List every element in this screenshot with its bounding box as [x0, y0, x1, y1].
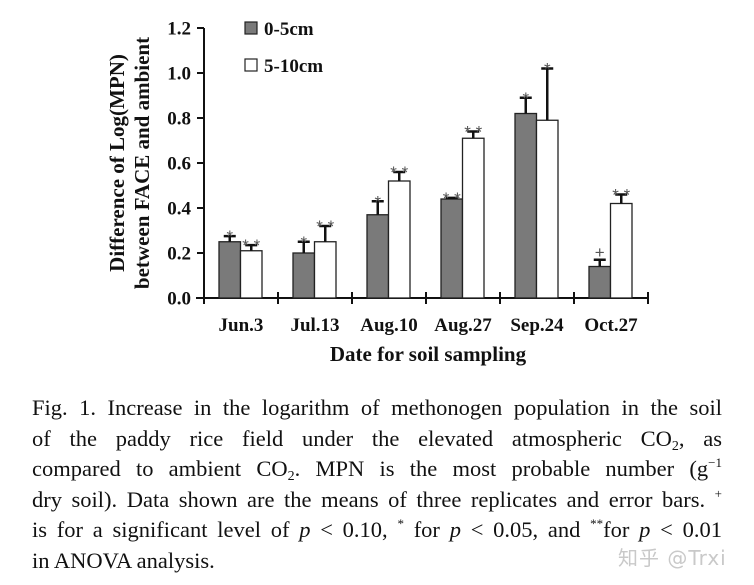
significance-label: *	[522, 89, 529, 108]
caption-text: < 0.05, and	[460, 517, 591, 542]
significance-label: * *	[612, 186, 630, 205]
caption-text: dry soil). Data shown are the means of t…	[32, 486, 706, 512]
caption-text: < 0.01	[650, 517, 722, 542]
bar-5-10cm-Jul.13	[313, 241, 337, 299]
subscript: 2	[287, 469, 295, 484]
bar-0-5cm-Jun.3	[218, 241, 242, 299]
legend-label-5-10cm: 5-10cm	[264, 56, 323, 77]
y-tick-label: 0.0	[167, 289, 191, 310]
caption-text: for	[403, 517, 450, 542]
y-tick-label: 1.0	[167, 64, 191, 85]
italic-p: p	[299, 517, 311, 542]
y-axis-title-line-2: between FACE and ambient	[130, 37, 154, 289]
caption-text: for	[603, 517, 640, 542]
bar-0-5cm-Oct.27	[588, 265, 612, 299]
watermark: 知乎 @Trxi	[618, 546, 727, 570]
bar-chart: Difference of Log(MPN) between FACE and …	[105, 19, 649, 366]
x-axis-title: Date for soil sampling	[330, 342, 527, 366]
significance-label: * *	[242, 236, 260, 255]
y-axis-title-line-1: Difference of Log(MPN)	[105, 54, 129, 272]
superscript: +	[714, 485, 722, 501]
caption-line-5: is for a significant level of p < 0.10, …	[32, 515, 722, 546]
y-tick-label: 0.2	[167, 244, 191, 265]
significance-label: *	[544, 60, 551, 79]
caption-text: < 0.10,	[310, 517, 388, 542]
superscript: *	[397, 516, 404, 531]
significance-label: *	[374, 192, 381, 211]
caption-line-4: dry soil). Data shown are the means of t…	[32, 485, 722, 516]
bar-0-5cm-Aug.27	[440, 198, 464, 299]
y-tick-label: 0.4	[167, 199, 191, 220]
x-tick-label: Jul.13	[290, 315, 339, 336]
bar-0-5cm-Aug.10	[366, 214, 390, 299]
italic-p: p	[449, 517, 461, 542]
caption-text: . MPN is the most probable number (g	[294, 456, 709, 481]
x-tick-label: Aug.27	[434, 315, 492, 336]
significance-label: +	[595, 243, 605, 262]
caption-line-6: in ANOVA analysis.	[32, 546, 722, 577]
superscript: **	[590, 516, 604, 531]
y-tick-label: 0.8	[167, 109, 191, 130]
caption-text: compared to ambient CO	[32, 456, 288, 481]
bar-5-10cm-Oct.27	[609, 202, 633, 299]
legend: 0-5cm 5-10cm	[244, 19, 323, 77]
caption-text: of the paddy rice field under the elevat…	[32, 425, 672, 451]
significance-label: * *	[443, 189, 461, 208]
significance-label: * *	[390, 163, 408, 182]
bar-5-10cm-Jun.3	[239, 250, 263, 299]
superscript: −1	[708, 455, 722, 470]
caption-text: in ANOVA analysis.	[32, 547, 215, 573]
bar-5-10cm-Sep.24	[535, 119, 559, 299]
bar-0-5cm-Sep.24	[514, 112, 538, 299]
figure-caption: Fig. 1. Increase in the logarithm of met…	[32, 393, 722, 576]
significance-label: *	[226, 227, 233, 246]
x-tick-label: Oct.27	[584, 315, 638, 336]
bar-5-10cm-Aug.27	[461, 137, 485, 299]
bars: * * * * * * * * * * * * * * * + * *	[218, 60, 633, 299]
x-tick-labels: Jun.3 Jul.13 Aug.10 Aug.27 Sep.24 Oct.27	[219, 315, 639, 336]
caption-text: is for a significant level of	[32, 517, 290, 542]
bar-0-5cm-Jul.13	[292, 252, 316, 299]
y-axis-title: Difference of Log(MPN) between FACE and …	[105, 37, 154, 289]
y-tick-label: 1.2	[167, 19, 191, 40]
legend-swatch-5-10cm	[244, 58, 258, 72]
x-tick-label: Aug.10	[360, 315, 418, 336]
significance-label: *	[300, 233, 307, 252]
caption-line-2: of the paddy rice field under the elevat…	[32, 424, 722, 455]
y-ticks: 0.0 0.2 0.4 0.6 0.8 1.0 1.2	[167, 19, 204, 310]
caption-text: Fig. 1. Increase in the logarithm of met…	[32, 395, 722, 420]
x-tick-label: Sep.24	[510, 315, 564, 336]
x-tick-label: Jun.3	[219, 315, 264, 336]
italic-p: p	[639, 517, 651, 542]
significance-label: * *	[464, 123, 482, 142]
caption-text: , as	[678, 425, 722, 451]
legend-label-0-5cm: 0-5cm	[264, 19, 314, 40]
legend-swatch-0-5cm	[244, 21, 258, 35]
significance-label: * *	[316, 217, 334, 236]
bar-5-10cm-Aug.10	[387, 180, 411, 299]
y-tick-label: 0.6	[167, 154, 191, 175]
subscript: 2	[671, 438, 679, 454]
caption-line-3: compared to ambient CO2. MPN is the most…	[32, 454, 722, 485]
caption-line-1: Fig. 1. Increase in the logarithm of met…	[32, 393, 722, 424]
